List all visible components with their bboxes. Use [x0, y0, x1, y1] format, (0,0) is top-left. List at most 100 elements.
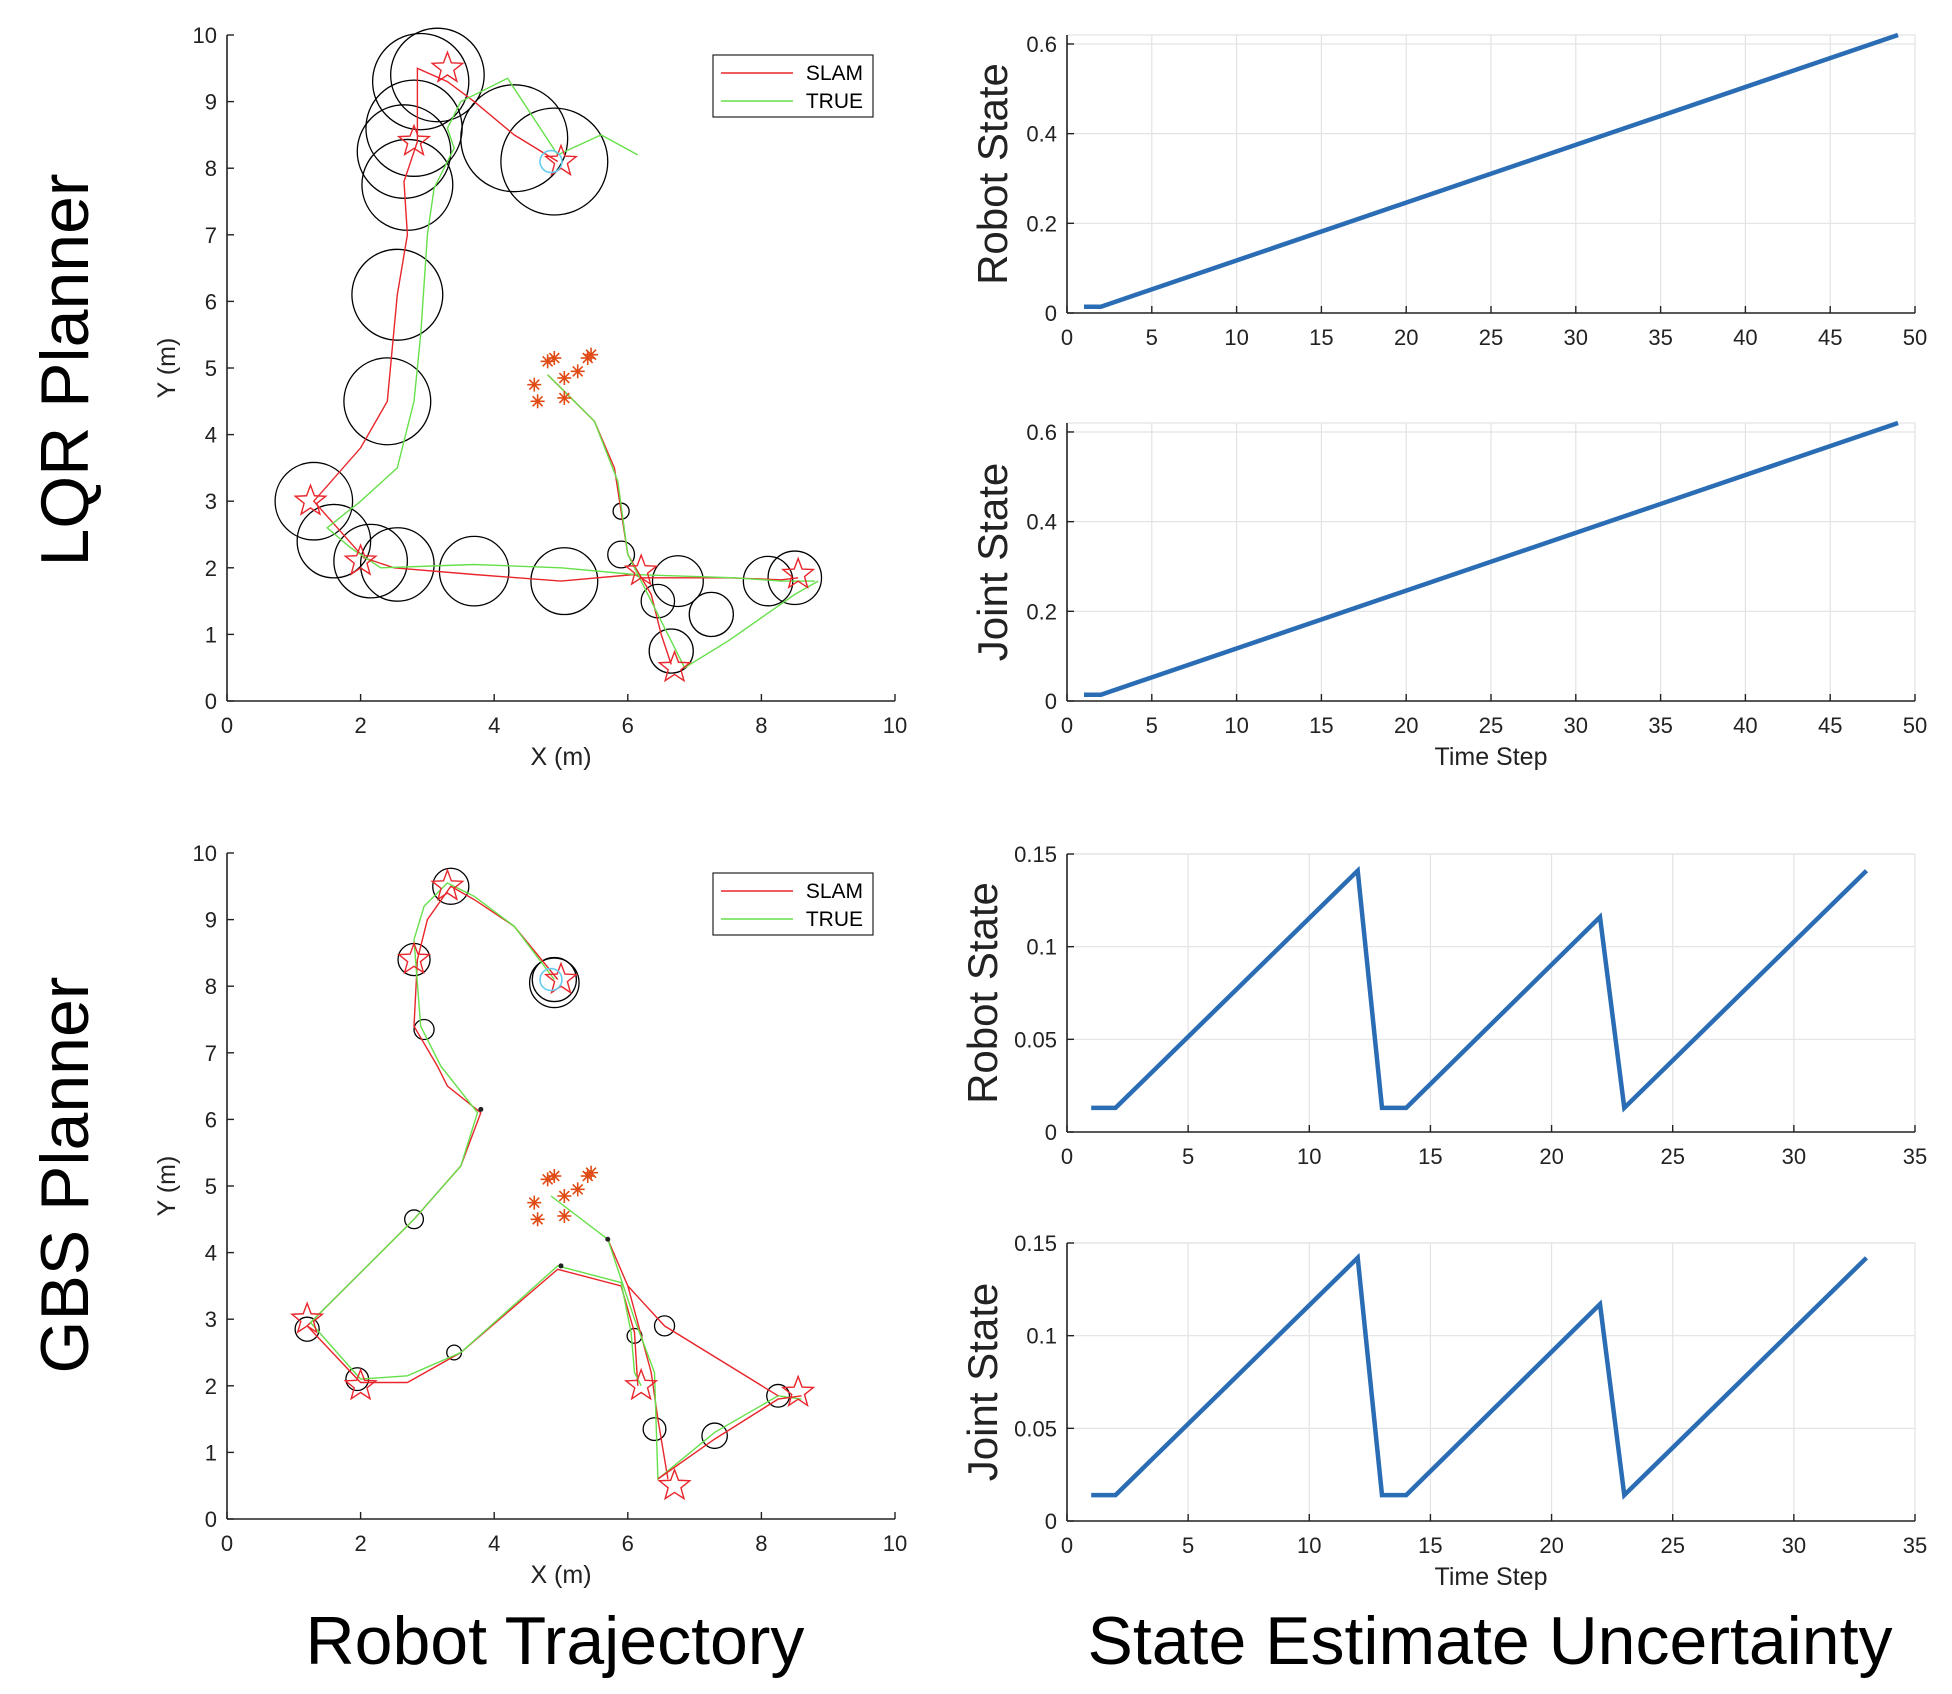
- x-tick-label: 10: [1224, 713, 1248, 738]
- star-marker: [657, 1467, 692, 1501]
- landmark-marker: [527, 1195, 542, 1210]
- x-tick-label: 40: [1733, 325, 1757, 350]
- star-marker: [343, 1367, 378, 1401]
- y-axis-label: Robot State: [959, 882, 1006, 1104]
- landmark-stroke: [528, 379, 540, 391]
- uncertainty-ellipse: [767, 550, 823, 606]
- chart-lqr-trajectory: 0 2 4 6 8 10 0 1 2 3 4 5 6 7 8 9 10 X (m) Y (m) SLAM TRUE: [153, 23, 907, 771]
- x-tick-label: 6: [622, 1531, 634, 1556]
- y-tick-label: 8: [205, 974, 217, 999]
- y-tick-label: 8: [205, 156, 217, 181]
- y-tick-label: 0: [1045, 1509, 1057, 1534]
- y-tick-label: 10: [193, 841, 217, 866]
- x-tick-label: 25: [1660, 1144, 1684, 1169]
- y-axis-label: Robot State: [969, 63, 1016, 285]
- y-tick-label: 0: [205, 1507, 217, 1532]
- slam-path: [607, 1239, 669, 1480]
- x-tick-label: 35: [1648, 325, 1672, 350]
- y-tick-label: 4: [205, 423, 217, 448]
- y-tick-label: 0.05: [1014, 1027, 1057, 1052]
- x-tick-label: 30: [1782, 1144, 1806, 1169]
- x-axis-label: Time Step: [1434, 1563, 1547, 1591]
- star-marker: [430, 868, 465, 901]
- row-label-lqr: LQR Planner: [27, 173, 103, 566]
- x-tick-label: 10: [883, 713, 907, 738]
- waypoint-dot: [478, 1106, 484, 1112]
- true-path: [309, 882, 642, 1387]
- landmark-marker: [527, 377, 542, 392]
- y-tick-label: 3: [205, 1307, 217, 1332]
- x-tick-label: 40: [1733, 713, 1757, 738]
- landmark-marker: [547, 351, 562, 366]
- y-tick-label: 0: [205, 689, 217, 714]
- slam-path: [657, 1395, 802, 1480]
- x-tick-label: 25: [1660, 1533, 1684, 1558]
- x-tick-label: 0: [1061, 1533, 1073, 1558]
- landmark-marker: [570, 364, 585, 379]
- uncertainty-ellipse: [642, 1417, 667, 1442]
- landmark-stroke: [528, 1197, 540, 1209]
- true-path: [326, 77, 815, 582]
- star-marker: [293, 483, 328, 516]
- landmark-marker: [530, 1212, 545, 1227]
- uncertainty-ellipse: [343, 357, 432, 446]
- star-marker: [290, 1301, 325, 1334]
- landmark-marker: [570, 1182, 585, 1197]
- landmark-marker: [557, 370, 572, 385]
- x-tick-label: 10: [1297, 1533, 1321, 1558]
- chart-gbs-trajectory: 0 2 4 6 8 10 0 1 2 3 4 5 6 7 8 9 10 X (m) Y (m) SLAM TRUE: [153, 841, 907, 1589]
- y-tick-label: 0.05: [1014, 1416, 1057, 1441]
- star-marker: [624, 553, 659, 586]
- landmark-stroke: [558, 392, 570, 404]
- uncertainty-ellipse: [528, 957, 580, 1009]
- x-tick-label: 35: [1903, 1533, 1927, 1558]
- y-tick-label: 0: [1045, 1120, 1057, 1145]
- x-tick-label: 10: [1297, 1144, 1321, 1169]
- y-tick-label: 0.6: [1026, 32, 1057, 57]
- x-tick-label: 4: [488, 1531, 500, 1556]
- x-tick-label: 15: [1418, 1533, 1442, 1558]
- x-tick-label: 50: [1903, 325, 1927, 350]
- landmark-stroke: [548, 352, 560, 364]
- y-tick-label: 7: [205, 1041, 217, 1066]
- star-marker: [624, 1367, 659, 1401]
- x-tick-label: 20: [1394, 713, 1418, 738]
- legend: SLAM TRUE: [712, 54, 874, 118]
- waypoint-dot: [558, 1263, 564, 1269]
- x-tick-label: 15: [1309, 713, 1333, 738]
- uncertainty-series-line: [1091, 1252, 1869, 1500]
- x-tick-label: 8: [755, 713, 767, 738]
- waypoint-dot: [605, 1236, 611, 1242]
- landmark-stroke: [558, 372, 570, 384]
- x-axis-label: X (m): [530, 1561, 591, 1589]
- star-marker: [430, 50, 465, 83]
- y-axis-label: Y (m): [153, 1156, 181, 1217]
- uncertainty-ellipse: [500, 107, 609, 216]
- y-tick-label: 2: [205, 1374, 217, 1399]
- landmark-marker: [530, 394, 545, 409]
- x-tick-label: 0: [1061, 325, 1073, 350]
- x-tick-label: 0: [1061, 713, 1073, 738]
- uncertainty-ellipse: [651, 555, 704, 608]
- landmark-marker: [584, 1165, 599, 1180]
- x-tick-label: 4: [488, 713, 500, 738]
- y-tick-label: 7: [205, 223, 217, 248]
- landmark-stroke: [558, 1210, 570, 1222]
- y-tick-label: 1: [205, 622, 217, 647]
- star-marker: [543, 961, 579, 995]
- landmark-marker: [557, 390, 572, 405]
- x-tick-label: 45: [1818, 713, 1842, 738]
- star-marker: [396, 123, 432, 157]
- y-tick-label: 0.15: [1014, 1231, 1057, 1256]
- legend-label: SLAM: [806, 880, 863, 903]
- x-tick-label: 50: [1903, 713, 1927, 738]
- uncertainty-ellipse: [653, 1315, 676, 1337]
- y-tick-label: 10: [193, 23, 217, 48]
- y-tick-label: 3: [205, 489, 217, 514]
- landmark-marker: [584, 347, 599, 362]
- y-tick-label: 0.6: [1026, 420, 1057, 445]
- x-tick-label: 15: [1309, 325, 1333, 350]
- uncertainty-series-line: [1084, 32, 1899, 309]
- y-axis-label: Joint State: [959, 1283, 1006, 1481]
